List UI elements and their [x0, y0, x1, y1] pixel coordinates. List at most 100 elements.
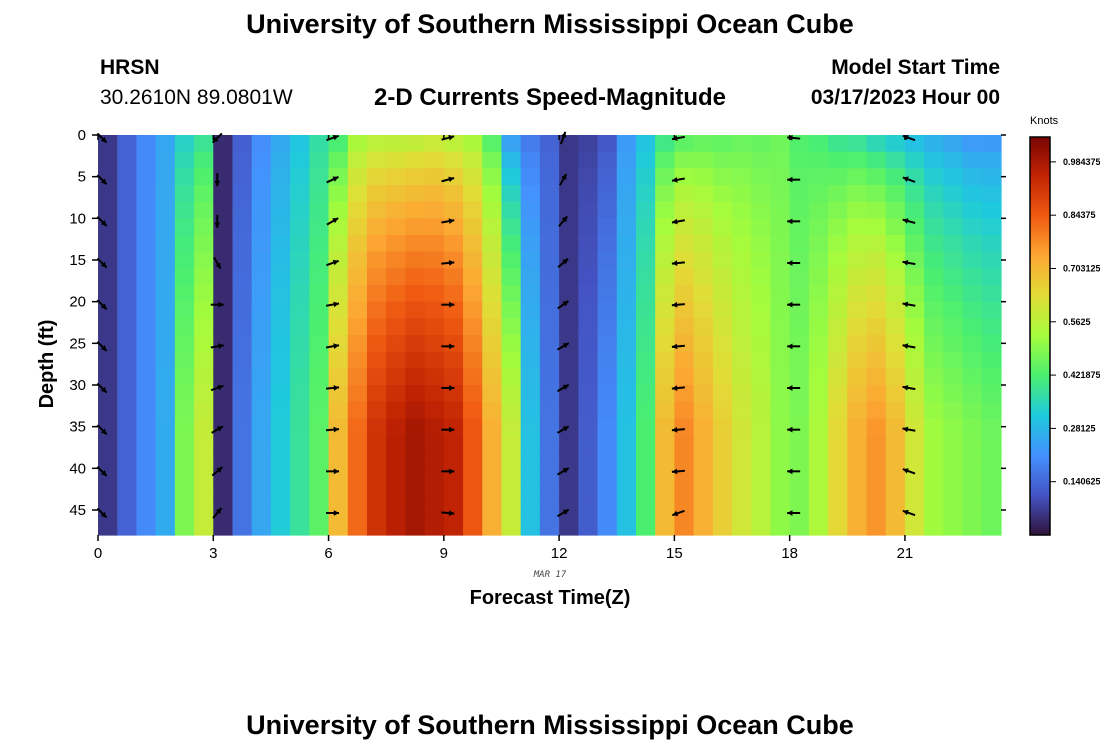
heatmap-cell: [808, 468, 829, 486]
heatmap-cell: [943, 335, 964, 353]
heatmap-cell: [789, 518, 810, 536]
heatmap-cell: [501, 418, 522, 436]
heatmap-cell: [597, 318, 618, 336]
heatmap-cell: [635, 468, 656, 486]
heatmap-cell: [981, 485, 1002, 503]
heatmap-cell: [463, 268, 483, 286]
heatmap-cell: [712, 468, 733, 486]
heatmap-cell: [943, 218, 964, 236]
heatmap-cell: [443, 351, 464, 369]
heatmap-cell: [674, 435, 695, 453]
heatmap-cell: [828, 301, 848, 319]
heatmap-cell: [770, 368, 791, 386]
heatmap-cell: [117, 151, 138, 169]
current-vector-arrowhead: [100, 261, 107, 268]
heatmap-cell: [981, 335, 1002, 353]
heatmap-cell: [174, 435, 195, 453]
current-vector-arrowhead: [561, 216, 568, 223]
heatmap-cell: [770, 301, 791, 319]
heatmap-cell: [155, 335, 176, 353]
heatmap-cell: [789, 251, 810, 269]
heatmap-cell: [424, 518, 445, 536]
current-vector-arrowhead: [100, 220, 107, 226]
current-vector-arrowhead: [671, 218, 678, 225]
heatmap-cell: [136, 301, 157, 319]
heatmap-cell: [270, 468, 291, 486]
heatmap-cell: [847, 251, 868, 269]
heatmap-cell: [770, 185, 791, 203]
heatmap-cell: [328, 435, 349, 453]
heatmap-cell: [539, 401, 560, 419]
heatmap-cell: [501, 401, 522, 419]
heatmap-cell: [635, 435, 656, 453]
heatmap-cell: [347, 335, 368, 353]
heatmap-cell: [732, 501, 752, 519]
heatmap-cell: [117, 335, 138, 353]
heatmap-cell: [732, 218, 752, 236]
current-vector-arrowhead: [333, 301, 339, 308]
heatmap-cell: [828, 451, 848, 469]
heatmap-cell: [751, 318, 772, 336]
heatmap-cell: [635, 385, 656, 403]
heatmap-cell: [597, 235, 618, 253]
heatmap-cell: [924, 285, 944, 303]
heatmap-cell: [732, 318, 752, 336]
current-vector-arrowhead: [902, 426, 909, 433]
heatmap-cell: [424, 301, 445, 319]
heatmap-cell: [847, 318, 868, 336]
heatmap-cell: [616, 351, 637, 369]
x-tick-label: 0: [94, 545, 102, 562]
heatmap-cell: [828, 501, 848, 519]
heatmap-cell: [674, 251, 695, 269]
x-tick-label: 18: [781, 545, 798, 562]
heatmap-cell: [981, 401, 1002, 419]
heatmap-cell: [539, 168, 560, 186]
heatmap-cell: [136, 318, 157, 336]
heatmap-cell: [597, 401, 618, 419]
heatmap-cell: [194, 285, 214, 303]
heatmap-cell: [463, 518, 483, 536]
heatmap-cell: [136, 435, 157, 453]
heatmap-cell: [270, 435, 291, 453]
heatmap-cell: [463, 385, 483, 403]
heatmap-cell: [463, 335, 483, 353]
heatmap-cell: [443, 201, 464, 219]
heatmap-cell: [98, 418, 118, 436]
heatmap-cell: [155, 418, 176, 436]
heatmap-cell: [866, 151, 887, 169]
heatmap-cell: [482, 351, 503, 369]
heatmap-cell: [597, 168, 618, 186]
heatmap-cell: [405, 518, 426, 536]
heatmap-cell: [155, 318, 176, 336]
heatmap-cell: [597, 418, 618, 436]
heatmap-cell: [847, 185, 868, 203]
heatmap-cell: [213, 151, 234, 169]
heatmap-cell: [290, 518, 310, 536]
heatmap-cell: [155, 501, 176, 519]
heatmap-cell: [578, 501, 599, 519]
heatmap-cell: [424, 501, 445, 519]
heatmap-cell: [386, 435, 407, 453]
heatmap-cell: [539, 435, 560, 453]
heatmap-cell: [194, 518, 214, 536]
current-vector-arrowhead: [333, 385, 340, 391]
heatmap-cell: [328, 401, 349, 419]
heatmap-cell: [866, 185, 887, 203]
heatmap-cell: [539, 351, 560, 369]
heatmap-cell: [309, 468, 330, 486]
current-vector-arrowhead: [449, 426, 455, 433]
heatmap-cell: [328, 385, 349, 403]
heatmap-cell: [482, 318, 503, 336]
heatmap-cell: [943, 235, 964, 253]
heatmap-cell: [463, 251, 483, 269]
heatmap-cell: [347, 285, 368, 303]
heatmap-cells: [98, 135, 1002, 536]
current-vector-arrowhead: [333, 468, 340, 475]
heatmap-cell: [597, 135, 618, 153]
heatmap-cell: [520, 418, 541, 436]
heatmap-cell: [962, 468, 983, 486]
colorbar: [1029, 136, 1051, 536]
x-tick-label: 9: [440, 545, 448, 562]
heatmap-cell: [616, 301, 637, 319]
heatmap-cell: [789, 385, 810, 403]
